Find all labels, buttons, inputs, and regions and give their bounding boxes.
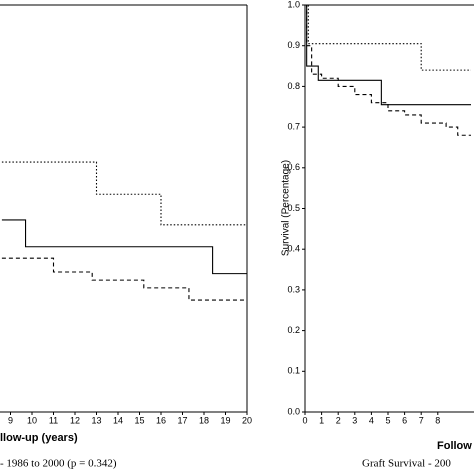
survival-line [305, 4, 471, 106]
x-tick-label: 3 [352, 415, 357, 425]
y-tick-label: 0.3 [287, 284, 300, 294]
y-tick-label: 0.0 [287, 406, 300, 416]
survival-line [305, 4, 471, 136]
x-tick-label: 5 [385, 415, 390, 425]
y-tick-label: 0.6 [287, 162, 300, 172]
x-tick-label: 7 [419, 415, 424, 425]
x-tick-label: 0 [302, 415, 307, 425]
x-tick-label: 6 [402, 415, 407, 425]
x-tick-label: 1 [319, 415, 324, 425]
survival-line [1, 161, 247, 226]
x-tick-label: 9 [8, 415, 13, 425]
x-tick-label: 8 [435, 415, 440, 425]
y-tick-label: 0.5 [287, 203, 300, 213]
x-tick-label: 4 [369, 415, 374, 425]
caption: - 1986 to 2000 (p = 0.342) [0, 458, 117, 470]
y-tick-label: 0.8 [287, 81, 300, 91]
y-tick-label: 0.7 [287, 121, 300, 131]
x-tick-label: 15 [134, 415, 144, 425]
x-tick-label: 12 [70, 415, 80, 425]
x-axis-label: Follow [437, 440, 472, 452]
x-tick-label: 13 [91, 415, 101, 425]
x-tick-label: 19 [220, 415, 230, 425]
x-tick-label: 2 [336, 415, 341, 425]
x-tick-label: 14 [113, 415, 123, 425]
x-tick-label: 11 [49, 415, 58, 425]
caption: Graft Survival - 200 [362, 458, 451, 470]
y-tick-label: 1.0 [287, 0, 300, 9]
x-tick-label: 10 [27, 415, 37, 425]
x-tick-label: 20 [242, 415, 252, 425]
survival-line [1, 257, 247, 301]
y-tick-label: 0.9 [287, 40, 300, 50]
y-tick-label: 0.1 [287, 366, 300, 376]
y-tick-label: 0.4 [287, 244, 300, 254]
x-tick-label: 17 [177, 415, 187, 425]
survival-line [1, 219, 247, 275]
x-axis-label: llow-up (years) [0, 432, 78, 444]
y-tick-label: 0.2 [287, 325, 300, 335]
x-tick-label: 16 [156, 415, 166, 425]
y-axis-label: Survival (Percentage) [281, 160, 292, 256]
survival-line [305, 4, 471, 71]
x-tick-label: 18 [199, 415, 209, 425]
